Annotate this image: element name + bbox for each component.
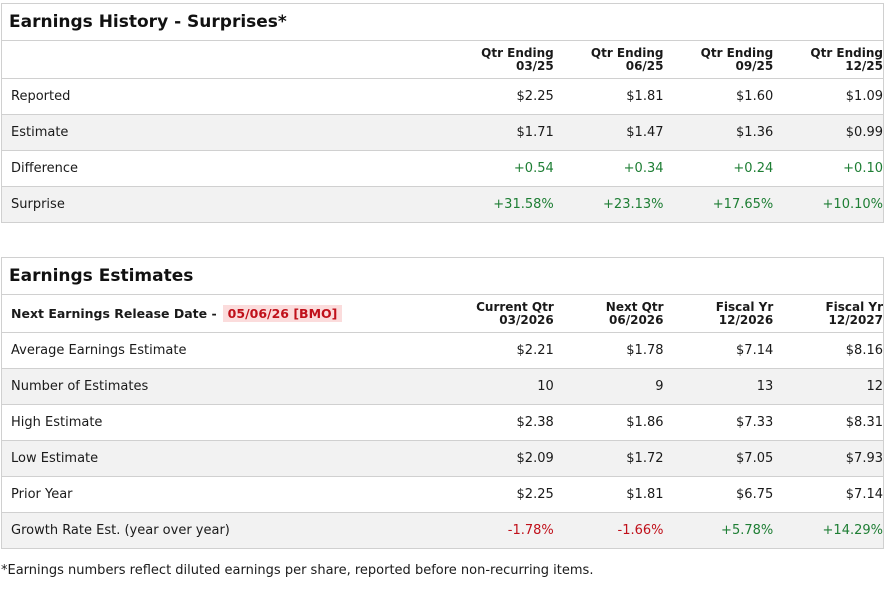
table-cell: $2.09 xyxy=(516,451,554,466)
next-release-date-badge: 05/06/26 [BMO] xyxy=(222,305,343,322)
table-cell: $7.14 xyxy=(845,487,883,502)
table-cell: $1.72 xyxy=(626,451,664,466)
table-cell: $7.93 xyxy=(845,451,883,466)
table-cell: $7.05 xyxy=(736,451,774,466)
column-header: Next Qtr 06/2026 xyxy=(605,299,664,327)
column-header: Qtr Ending 09/25 xyxy=(700,45,774,73)
row-label: Surprise xyxy=(11,197,65,212)
table-row-prior-year: Prior Year $2.25 $1.81 $6.75 $7.14 xyxy=(2,477,883,513)
earnings-history-header-row: Qtr Ending 03/25 Qtr Ending 06/25 Qtr Endi… xyxy=(2,41,883,79)
earnings-estimates-panel: Earnings Estimates Next Earnings Release… xyxy=(1,257,884,549)
next-release-label: Next Earnings Release Date - 05/06/26 [B… xyxy=(2,305,444,322)
row-label: Reported xyxy=(11,89,71,104)
table-cell: 12 xyxy=(866,379,883,394)
table-row-difference: Difference +0.54 +0.34 +0.24 +0.10 xyxy=(2,151,883,187)
table-cell: $1.81 xyxy=(626,487,664,502)
table-row-surprise: Surprise +31.58% +23.13% +17.65% +10.10% xyxy=(2,187,883,223)
table-row-growth-rate: Growth Rate Est. (year over year) -1.78%… xyxy=(2,513,883,549)
row-label: Growth Rate Est. (year over year) xyxy=(11,523,230,538)
table-cell: $1.09 xyxy=(845,89,883,104)
table-cell: +0.10 xyxy=(843,161,883,176)
table-cell: $6.75 xyxy=(736,487,774,502)
table-cell: $8.31 xyxy=(845,415,883,430)
column-header: Fiscal Yr 12/2027 xyxy=(825,299,883,327)
table-cell: +31.58% xyxy=(493,197,554,212)
table-row-high-estimate: High Estimate $2.38 $1.86 $7.33 $8.31 xyxy=(2,405,883,441)
table-cell: +5.78% xyxy=(721,523,774,538)
column-header: Fiscal Yr 12/2026 xyxy=(715,299,774,327)
table-cell: $1.71 xyxy=(516,125,554,140)
table-cell: $1.81 xyxy=(626,89,664,104)
column-header: Qtr Ending 03/25 xyxy=(481,45,554,73)
table-cell: $8.16 xyxy=(845,343,883,358)
table-cell: -1.66% xyxy=(617,523,664,538)
column-header: Current Qtr 03/2026 xyxy=(476,299,554,327)
table-cell: +0.54 xyxy=(513,161,554,176)
table-cell: $2.21 xyxy=(516,343,554,358)
row-label: Average Earnings Estimate xyxy=(11,343,187,358)
table-row-low-estimate: Low Estimate $2.09 $1.72 $7.05 $7.93 xyxy=(2,441,883,477)
row-label: Low Estimate xyxy=(11,451,99,466)
table-cell: +0.24 xyxy=(733,161,774,176)
table-cell: $2.25 xyxy=(516,89,554,104)
table-cell: -1.78% xyxy=(507,523,554,538)
table-cell: +0.34 xyxy=(623,161,664,176)
table-cell: +10.10% xyxy=(822,197,883,212)
table-cell: +23.13% xyxy=(603,197,664,212)
table-cell: $1.36 xyxy=(736,125,774,140)
earnings-history-panel: Earnings History - Surprises* Qtr Ending… xyxy=(1,3,884,223)
table-cell: $1.47 xyxy=(626,125,664,140)
table-cell: 13 xyxy=(756,379,774,394)
table-cell: $1.86 xyxy=(626,415,664,430)
row-label: Prior Year xyxy=(11,487,73,502)
table-cell: $2.38 xyxy=(516,415,554,430)
table-row-average-estimate: Average Earnings Estimate $2.21 $1.78 $7… xyxy=(2,333,883,369)
table-cell: 9 xyxy=(655,379,664,394)
row-label: Estimate xyxy=(11,125,69,140)
footnote: *Earnings numbers reflect diluted earnin… xyxy=(1,563,594,578)
table-cell: 10 xyxy=(537,379,554,394)
row-label: Difference xyxy=(11,161,79,176)
earnings-estimates-header-row: Next Earnings Release Date - 05/06/26 [B… xyxy=(2,295,883,333)
row-label: Number of Estimates xyxy=(11,379,149,394)
table-cell: $1.78 xyxy=(626,343,664,358)
table-cell: $1.60 xyxy=(736,89,774,104)
table-cell: $0.99 xyxy=(845,125,883,140)
table-row-number-of-estimates: Number of Estimates 10 9 13 12 xyxy=(2,369,883,405)
next-release-text: Next Earnings Release Date - xyxy=(11,306,217,321)
row-label: High Estimate xyxy=(11,415,103,430)
table-cell: $7.14 xyxy=(736,343,774,358)
table-cell: $2.25 xyxy=(516,487,554,502)
earnings-history-title: Earnings History - Surprises* xyxy=(2,4,883,41)
column-header: Qtr Ending 06/25 xyxy=(590,45,664,73)
table-row-estimate: Estimate $1.71 $1.47 $1.36 $0.99 xyxy=(2,115,883,151)
earnings-estimates-title: Earnings Estimates xyxy=(2,258,883,295)
column-header: Qtr Ending 12/25 xyxy=(810,45,883,73)
table-cell: +17.65% xyxy=(712,197,774,212)
table-row-reported: Reported $2.25 $1.81 $1.60 $1.09 xyxy=(2,79,883,115)
table-cell: +14.29% xyxy=(822,523,883,538)
table-cell: $7.33 xyxy=(736,415,774,430)
